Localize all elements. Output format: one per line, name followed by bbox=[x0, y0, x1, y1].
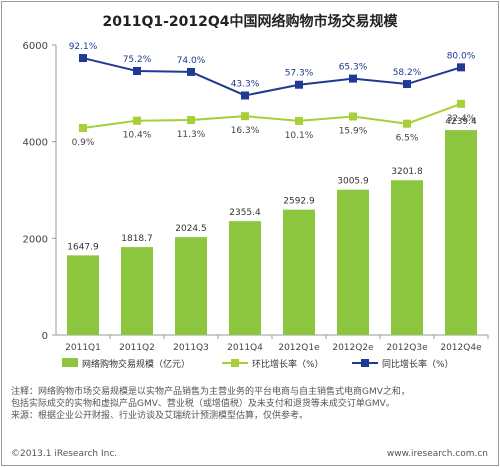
yoy-value-label: 92.1% bbox=[69, 42, 98, 52]
legend-label-mom: 环比增长率（%） bbox=[252, 358, 324, 370]
line-point bbox=[403, 80, 411, 89]
copyright-text: ©2013.1 iResearch Inc. bbox=[11, 449, 118, 459]
line-point bbox=[79, 54, 87, 63]
line-point bbox=[133, 67, 141, 76]
mom-value-label: 15.9% bbox=[339, 126, 368, 136]
mom-value-label: 11.3% bbox=[177, 130, 206, 140]
note-line-2: 包括实际成交的实物和虚拟产品GMV、营业税（或增值税）及未支付和退货等未成交订单… bbox=[11, 399, 395, 409]
y-tick-label: 6000 bbox=[23, 41, 48, 52]
line-point bbox=[241, 91, 249, 100]
chart-title: 2011Q1-2012Q4中国网络购物市场交易规模 bbox=[102, 13, 398, 30]
line-point bbox=[79, 123, 87, 132]
y-tick-label: 2000 bbox=[23, 234, 48, 245]
bar bbox=[337, 189, 369, 335]
line-point bbox=[295, 116, 303, 125]
bar-value-label: 3005.9 bbox=[337, 177, 369, 187]
legend-marker-mom bbox=[231, 359, 239, 367]
line-point bbox=[241, 112, 249, 121]
x-tick-label: 2012Q2e bbox=[332, 343, 374, 353]
yoy-value-label: 75.2% bbox=[123, 55, 152, 65]
bar-value-label: 2024.5 bbox=[175, 224, 207, 234]
line-point bbox=[187, 67, 195, 76]
bar-value-label: 4239.4 bbox=[445, 117, 477, 127]
line-point bbox=[457, 99, 465, 108]
x-tick-label: 2011Q4 bbox=[227, 343, 263, 353]
x-tick-label: 2011Q2 bbox=[119, 343, 155, 353]
bar bbox=[445, 130, 477, 335]
line-point bbox=[295, 80, 303, 89]
line-point bbox=[187, 116, 195, 125]
mom-value-label: 0.9% bbox=[72, 138, 95, 148]
line-point bbox=[403, 119, 411, 128]
line-point bbox=[349, 74, 357, 83]
legend-label-yoy: 同比增长率（%） bbox=[382, 358, 454, 370]
bar bbox=[391, 180, 423, 335]
notes: 注释：网络购物市场交易规模是以实物产品销售为主营业务的平台电商与自主销售式电商G… bbox=[11, 386, 493, 422]
x-tick-label: 2012Q4e bbox=[440, 343, 482, 353]
note-line-3: 来源：根据企业公开财报、行业访谈及艾瑞统计预测模型估算，仅供参考。 bbox=[11, 411, 309, 421]
line-point bbox=[457, 63, 465, 72]
yoy-value-label: 80.0% bbox=[447, 51, 476, 61]
yoy-value-label: 65.3% bbox=[339, 63, 368, 73]
x-tick-label: 2011Q1 bbox=[65, 343, 101, 353]
bar-value-label: 2355.4 bbox=[229, 208, 261, 218]
bar-value-label: 1818.7 bbox=[121, 234, 153, 244]
bar bbox=[121, 247, 153, 335]
website-text: www.iresearch.com.cn bbox=[386, 449, 488, 459]
mom-value-label: 10.4% bbox=[123, 131, 152, 141]
x-tick-label: 2012Q3e bbox=[386, 343, 428, 353]
line-point bbox=[349, 112, 357, 121]
bar bbox=[175, 237, 207, 335]
legend-swatch-bar bbox=[62, 358, 78, 367]
bar bbox=[229, 221, 261, 335]
bar-value-label: 1647.9 bbox=[67, 242, 99, 252]
y-tick-label: 4000 bbox=[23, 138, 48, 149]
x-tick-label: 2011Q3 bbox=[173, 343, 209, 353]
yoy-growth-line bbox=[82, 57, 462, 97]
mom-value-label: 32.4% bbox=[447, 114, 476, 124]
mom-value-label: 6.5% bbox=[396, 134, 419, 144]
legend-label-bar: 网络购物交易规模（亿元） bbox=[82, 358, 190, 370]
chart-svg: 2011Q1-2012Q4中国网络购物市场交易规模 0 2000 4000 6000 20… bbox=[23, 13, 489, 370]
mom-value-label: 10.1% bbox=[285, 131, 314, 141]
bar-value-label: 3201.8 bbox=[391, 167, 423, 177]
yoy-value-label: 74.0% bbox=[177, 56, 206, 66]
note-line-1: 注释：网络购物市场交易规模是以实物产品销售为主营业务的平台电商与自主销售式电商G… bbox=[11, 387, 410, 397]
yoy-value-label: 57.3% bbox=[285, 69, 314, 79]
bar bbox=[283, 209, 315, 335]
x-tick-label: 2012Q1e bbox=[278, 343, 320, 353]
legend-marker-yoy bbox=[361, 359, 369, 367]
yoy-value-label: 43.3% bbox=[231, 79, 260, 89]
mom-value-label: 16.3% bbox=[231, 126, 260, 136]
bar bbox=[67, 255, 99, 335]
yoy-value-label: 58.2% bbox=[393, 68, 422, 78]
y-tick-label: 0 bbox=[42, 331, 48, 342]
mom-growth-line bbox=[82, 102, 462, 129]
line-point bbox=[133, 116, 141, 125]
bar-value-label: 2592.9 bbox=[283, 197, 315, 207]
